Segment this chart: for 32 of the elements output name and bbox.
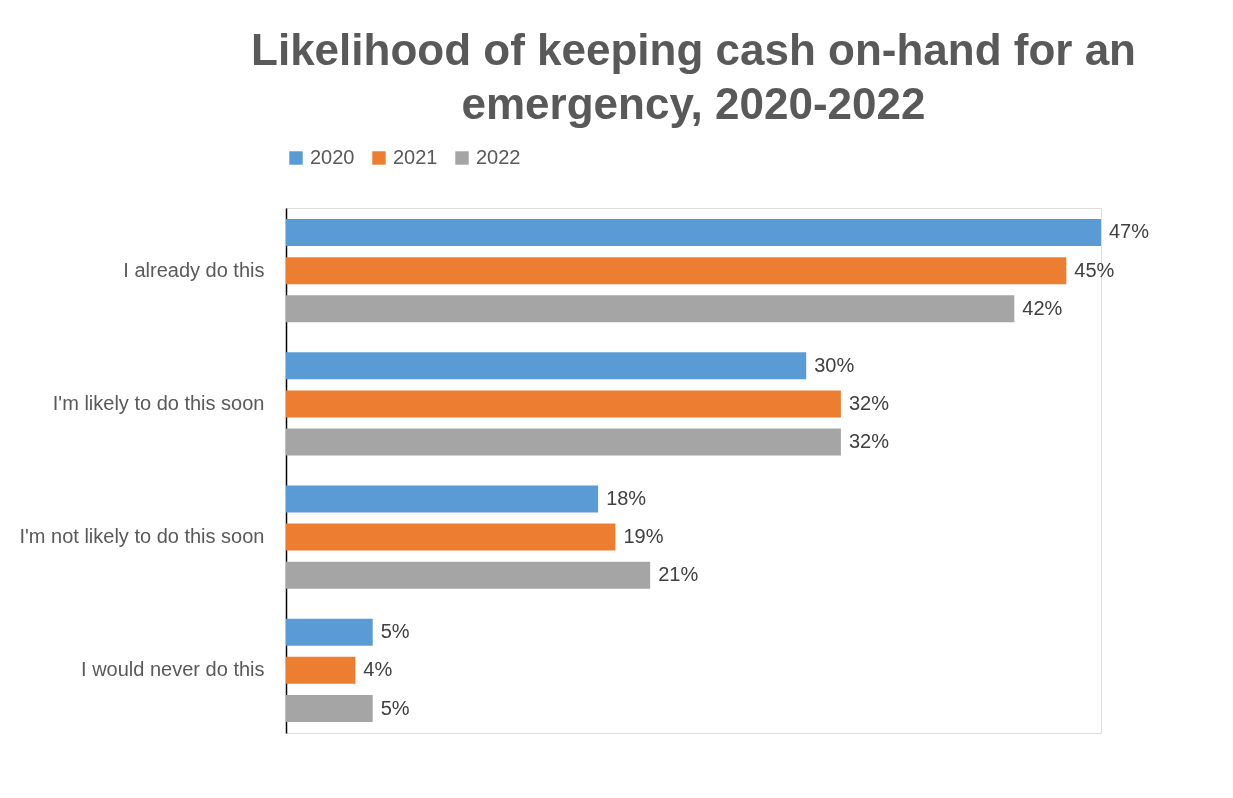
data-label: 47% (1109, 220, 1150, 243)
bar (286, 695, 373, 723)
data-label: 45% (1074, 258, 1115, 281)
data-label: 5% (380, 696, 410, 719)
data-label: 32% (848, 391, 890, 414)
bar (286, 523, 616, 551)
data-label: 32% (848, 430, 890, 453)
y-tick-label: I would never do this (81, 658, 265, 681)
legend-label: 2020 (310, 146, 355, 168)
y-tick-label: I'm not likely to do this soon (19, 525, 265, 548)
data-label: 30% (814, 353, 855, 376)
bar (286, 257, 1067, 285)
data-label: 19% (623, 525, 664, 548)
y-tick-label: I already do this (123, 258, 265, 281)
bar (286, 561, 651, 589)
legend-label: 2021 (393, 146, 438, 168)
bar (286, 295, 1015, 323)
chart-title: Likelihood of keeping cash on-hand for an emergency, 2020-2022 (251, 25, 1136, 128)
bar (286, 218, 1101, 246)
data-label: 18% (606, 486, 647, 509)
y-tick-label: I'm likely to do this soon (52, 391, 265, 414)
data-label: 21% (658, 563, 699, 586)
data-label: 42% (1022, 296, 1063, 319)
bar (286, 618, 373, 646)
bar (286, 485, 599, 513)
data-label: 4% (363, 658, 393, 681)
bar (286, 656, 356, 684)
bar (286, 352, 807, 380)
bar (286, 428, 841, 456)
bar (286, 390, 841, 418)
legend-label: 2022 (476, 146, 521, 168)
data-label: 5% (380, 620, 410, 643)
